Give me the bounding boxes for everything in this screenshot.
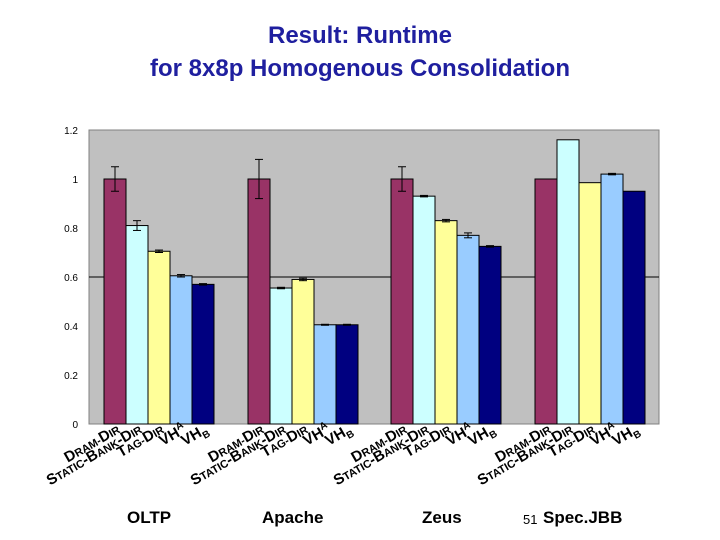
error-bar bbox=[299, 277, 307, 282]
y-tick-label: 0.6 bbox=[64, 273, 78, 284]
bar-dram-dir-apache bbox=[247, 178, 271, 425]
bar-tag-dir-zeus bbox=[434, 220, 458, 425]
series-label-dram-dir: DRAM-DIR bbox=[61, 421, 123, 466]
y-tick-label: 0.2 bbox=[64, 371, 78, 382]
error-bar bbox=[133, 220, 141, 231]
y-tick-label: 0.8 bbox=[64, 224, 78, 235]
category-label-oltp: OLTP bbox=[127, 508, 172, 527]
y-tick-label: 1.2 bbox=[64, 126, 78, 137]
bar-vha-oltp bbox=[169, 275, 193, 425]
y-tick-label: 0.4 bbox=[64, 322, 78, 333]
error-bar bbox=[486, 245, 494, 248]
error-bar bbox=[398, 166, 406, 192]
bar-vhb-apache bbox=[335, 324, 359, 425]
y-tick-label: 1 bbox=[72, 175, 78, 186]
series-label-vhb: VHB bbox=[178, 421, 212, 452]
error-bar bbox=[420, 194, 428, 198]
bar-dram-dir-oltp bbox=[103, 178, 127, 425]
slide-title-line-1: Result: Runtime bbox=[267, 22, 452, 49]
error-bar bbox=[155, 249, 163, 253]
slide-number: 51 bbox=[523, 512, 538, 527]
error-bar bbox=[199, 283, 207, 286]
error-bar bbox=[321, 323, 329, 326]
error-bar bbox=[464, 232, 472, 239]
bar-tag-dir-apache bbox=[291, 278, 315, 425]
series-label-vhb: VHB bbox=[465, 421, 499, 452]
error-bar bbox=[277, 286, 285, 290]
bar-vhb-specjbb bbox=[622, 190, 646, 425]
error-bar bbox=[343, 323, 351, 326]
error-bar bbox=[111, 166, 119, 192]
bar-static-bank-dir-zeus bbox=[412, 195, 436, 425]
bar-vha-apache bbox=[313, 324, 337, 425]
bar-static-bank-dir-specjbb bbox=[556, 139, 580, 425]
bar-vha-zeus bbox=[456, 234, 480, 425]
bar-vha-specjbb bbox=[600, 173, 624, 425]
series-label-vhb: VHB bbox=[322, 421, 356, 452]
error-bar bbox=[177, 274, 185, 278]
category-label-apache: Apache bbox=[262, 508, 324, 527]
bar-static-bank-dir-apache bbox=[269, 287, 293, 425]
bar-static-bank-dir-oltp bbox=[125, 225, 149, 425]
series-label-vhb: VHB bbox=[609, 421, 643, 452]
bar-vhb-zeus bbox=[478, 245, 502, 425]
slide-title-line-2: for 8x8p Homogenous Consolidation bbox=[149, 55, 570, 82]
error-bar bbox=[442, 218, 450, 223]
category-label-specjbb: Spec.JBB bbox=[543, 508, 623, 527]
bar-tag-dir-oltp bbox=[147, 250, 171, 425]
category-label-zeus: Zeus bbox=[422, 508, 462, 527]
error-bar bbox=[255, 158, 263, 200]
bar-tag-dir-specjbb bbox=[578, 182, 602, 425]
bar-dram-dir-zeus bbox=[390, 178, 414, 425]
error-bar bbox=[608, 172, 616, 176]
y-tick-label: 0 bbox=[72, 420, 78, 431]
bar-vhb-oltp bbox=[191, 283, 215, 425]
bar-dram-dir-specjbb bbox=[534, 178, 558, 425]
